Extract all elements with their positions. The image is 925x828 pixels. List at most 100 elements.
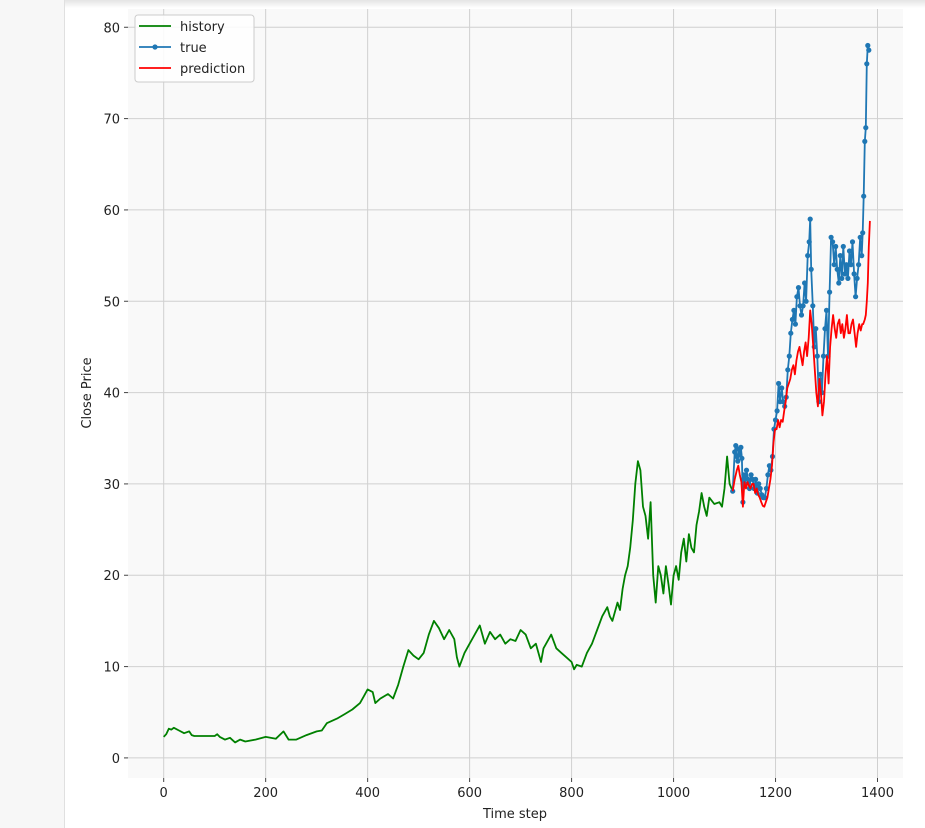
data-point-true [863, 125, 869, 131]
series-line-history [163, 455, 734, 744]
x-tick-label: 0 [160, 786, 168, 801]
data-point-true [788, 330, 794, 336]
data-point-true [823, 307, 830, 313]
data-point-true [792, 321, 799, 327]
data-point-true [851, 271, 857, 277]
data-point-true [862, 138, 868, 144]
data-point-true [786, 353, 792, 359]
data-point-true [779, 385, 785, 391]
y-tick-label: 0 [112, 752, 120, 767]
data-point-true [808, 266, 814, 272]
data-point-true [810, 303, 816, 309]
y-tick-label: 80 [103, 21, 120, 36]
data-point-true [834, 266, 840, 272]
x-tick-label: 800 [559, 786, 584, 801]
data-point-true [739, 455, 745, 461]
data-point-true [802, 280, 808, 286]
data-point-true [780, 399, 786, 405]
legend: history true prediction [134, 14, 255, 83]
data-point-true [828, 234, 834, 240]
data-point-true [831, 262, 837, 268]
data-point-true [803, 298, 809, 304]
data-point-true [837, 253, 843, 259]
data-point-true [738, 444, 744, 450]
data-point-true [766, 463, 773, 469]
x-tick-label: 1200 [759, 786, 792, 801]
legend-label-true: true [180, 41, 207, 56]
data-point-true [765, 472, 771, 478]
x-tick-label: 1000 [657, 786, 690, 801]
data-point-true [827, 289, 833, 295]
legend-label-prediction: prediction [180, 62, 245, 77]
x-axis-label: Time step [482, 807, 547, 822]
x-tick-label: 1400 [861, 786, 894, 801]
y-tick-label: 30 [103, 478, 120, 493]
data-point-true [776, 380, 782, 387]
data-point-true [757, 485, 763, 492]
data-point-true [748, 472, 754, 478]
data-point-true [860, 230, 866, 236]
data-point-true [849, 239, 856, 245]
y-tick-label: 20 [103, 569, 120, 584]
data-point-true [772, 417, 779, 423]
data-point-true [830, 239, 836, 245]
data-point-true [813, 326, 819, 332]
data-point-true [814, 353, 820, 359]
data-point-true [848, 262, 854, 268]
data-point-true [836, 280, 842, 286]
data-point-true [741, 472, 747, 478]
grid-lines [128, 9, 903, 778]
data-point-true [820, 353, 827, 359]
data-point-true [743, 467, 750, 473]
axis-ticks: 0 200 400 600 800 1000 1200 1400 0 10 20 30 40 50 60 70… [103, 21, 894, 801]
data-point-true [800, 303, 806, 309]
data-point-true [763, 485, 770, 492]
data-point-true [805, 253, 811, 259]
data-point-true [745, 476, 751, 482]
data-point-true [866, 47, 872, 53]
y-tick-label: 10 [103, 661, 120, 676]
series-layer [163, 42, 872, 744]
plot-area [128, 9, 903, 778]
legend-label-history: history [180, 20, 225, 35]
data-point-true [857, 234, 863, 240]
y-axis-label: Close Price [80, 357, 95, 428]
data-point-true [785, 367, 791, 373]
data-point-true [807, 216, 813, 222]
y-tick-label: 40 [103, 387, 120, 402]
data-point-true [733, 443, 739, 449]
x-tick-label: 200 [253, 786, 278, 801]
data-point-true [833, 243, 839, 250]
data-point-true [839, 275, 845, 281]
data-point-true [854, 275, 860, 281]
data-point-true [846, 248, 853, 254]
data-point-true [853, 294, 859, 300]
x-tick-label: 400 [355, 786, 380, 801]
data-point-true [843, 262, 850, 268]
data-point-true [842, 271, 848, 277]
data-point-true [806, 239, 812, 245]
data-point-true [840, 243, 846, 250]
data-point-true [798, 312, 805, 318]
data-point-true [865, 42, 871, 49]
data-point-true [795, 285, 802, 291]
data-point-true [789, 316, 796, 323]
data-point-true [859, 253, 865, 259]
legend-marker-true [152, 44, 158, 50]
data-point-true [864, 61, 870, 67]
data-point-true [791, 307, 797, 313]
x-tick-label: 600 [457, 786, 482, 801]
data-point-true [861, 193, 867, 199]
data-point-true [845, 275, 851, 281]
series-line-prediction [731, 220, 871, 508]
notebook-left-gutter [0, 0, 65, 828]
data-point-true [856, 262, 862, 268]
y-tick-label: 60 [103, 204, 120, 219]
legend-box [134, 14, 255, 83]
data-point-true [794, 294, 800, 300]
data-point-true [732, 449, 738, 455]
data-point-true [735, 458, 741, 464]
y-tick-label: 70 [103, 113, 120, 128]
data-point-true [774, 408, 780, 414]
